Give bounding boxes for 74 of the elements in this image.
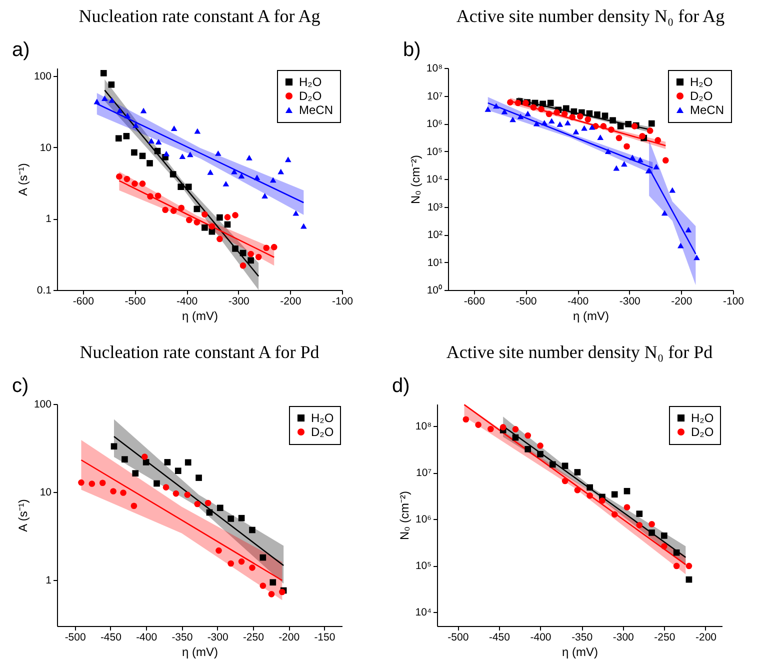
y-tick-label: 10⁰ [426, 284, 442, 296]
x-tick-label: -250 [654, 632, 676, 644]
x-tick-label: -300 [619, 296, 641, 308]
chart-title: Active site number density N₀ for Pd [446, 342, 713, 362]
y-axis-title: A (s⁻¹) [16, 499, 30, 532]
x-tick-label: -200 [280, 296, 302, 308]
x-tick-label: -100 [332, 296, 354, 308]
x-tick-label: -150 [314, 632, 336, 644]
x-tick-label: -400 [568, 296, 589, 308]
y-tick-label: 10¹ [427, 256, 443, 269]
x-tick-label: -300 [228, 296, 250, 308]
text: b) [403, 39, 421, 61]
legend-label: D₂O [311, 425, 334, 439]
y-axis-title: A (s⁻¹) [16, 163, 30, 196]
legend-label: H₂O [691, 411, 714, 425]
x-tick-label: -450 [100, 632, 122, 644]
chart-title: Nucleation rate constant A for Ag [78, 6, 320, 26]
x-tick-label: -600 [464, 296, 486, 308]
x-axis-title: η (mV) [562, 645, 598, 659]
x-tick-label: -350 [572, 632, 593, 644]
x-tick-label: -500 [448, 632, 469, 644]
x-axis-title: η (mV) [573, 309, 610, 323]
y-tick-label: 0.1 [36, 284, 52, 296]
chart-title: Active site number density N₀ for Ag [456, 6, 725, 26]
x-tick-label: -450 [488, 632, 510, 644]
y-axis-title: N₀ (cm⁻²) [397, 491, 412, 540]
legend-label: D₂O [691, 425, 714, 439]
y-tick-label: 1 [46, 574, 52, 586]
y-tick-label: 10⁸ [426, 62, 442, 74]
legend-label: H₂O [299, 75, 322, 89]
x-tick-label: -400 [136, 632, 158, 644]
y-tick-label: 10⁸ [415, 420, 432, 433]
x-tick-label: -350 [172, 632, 193, 644]
x-tick-label: -300 [207, 632, 228, 644]
text: a) [12, 39, 30, 61]
x-tick-label: -300 [612, 632, 634, 644]
x-tick-label: -250 [242, 632, 264, 644]
x-tick-label: -200 [671, 296, 692, 308]
y-tick-label: 1 [46, 213, 52, 226]
legend-label: H₂O [311, 411, 334, 425]
x-tick-label: -100 [722, 296, 744, 308]
y-tick-label: 10⁵ [415, 560, 432, 572]
legend-label: D₂O [690, 89, 713, 103]
text: c) [12, 375, 29, 397]
legend-label: D₂O [299, 89, 322, 103]
y-tick-label: 10⁶ [415, 514, 432, 526]
x-tick-label: -400 [530, 632, 552, 644]
x-tick-label: -500 [64, 632, 86, 644]
y-tick-label: 10⁴ [415, 606, 432, 619]
x-tick-label: -500 [516, 296, 537, 308]
y-tick-label: 10² [427, 229, 443, 241]
y-tick-label: 10⁷ [416, 467, 432, 480]
y-tick-label: 10⁶ [426, 118, 442, 130]
y-tick-label: 10 [40, 486, 52, 498]
y-tick-label: 10⁵ [426, 146, 442, 158]
chart-title: Nucleation rate constant A for Pd [80, 342, 320, 362]
y-tick-label: 100 [34, 70, 52, 83]
x-tick-label: -400 [176, 296, 198, 308]
legend-label: H₂O [690, 75, 713, 89]
text: d) [392, 375, 410, 397]
x-tick-label: -200 [695, 632, 717, 644]
y-axis-title: N₀ (cm⁻²) [408, 155, 422, 204]
x-tick-label: -200 [278, 632, 300, 644]
y-tick-label: 10⁷ [427, 90, 443, 102]
y-tick-label: 100 [34, 398, 52, 410]
y-tick-label: 10 [40, 142, 52, 154]
x-axis-title: η (mV) [182, 645, 218, 659]
legend-label: MeCN [690, 103, 724, 117]
x-tick-label: -600 [72, 296, 94, 308]
x-axis-title: η (mV) [182, 309, 218, 323]
y-tick-label: 10⁴ [426, 174, 442, 186]
y-tick-label: 10³ [427, 201, 443, 214]
x-tick-label: -500 [124, 296, 146, 308]
legend-label: MeCN [299, 103, 334, 117]
